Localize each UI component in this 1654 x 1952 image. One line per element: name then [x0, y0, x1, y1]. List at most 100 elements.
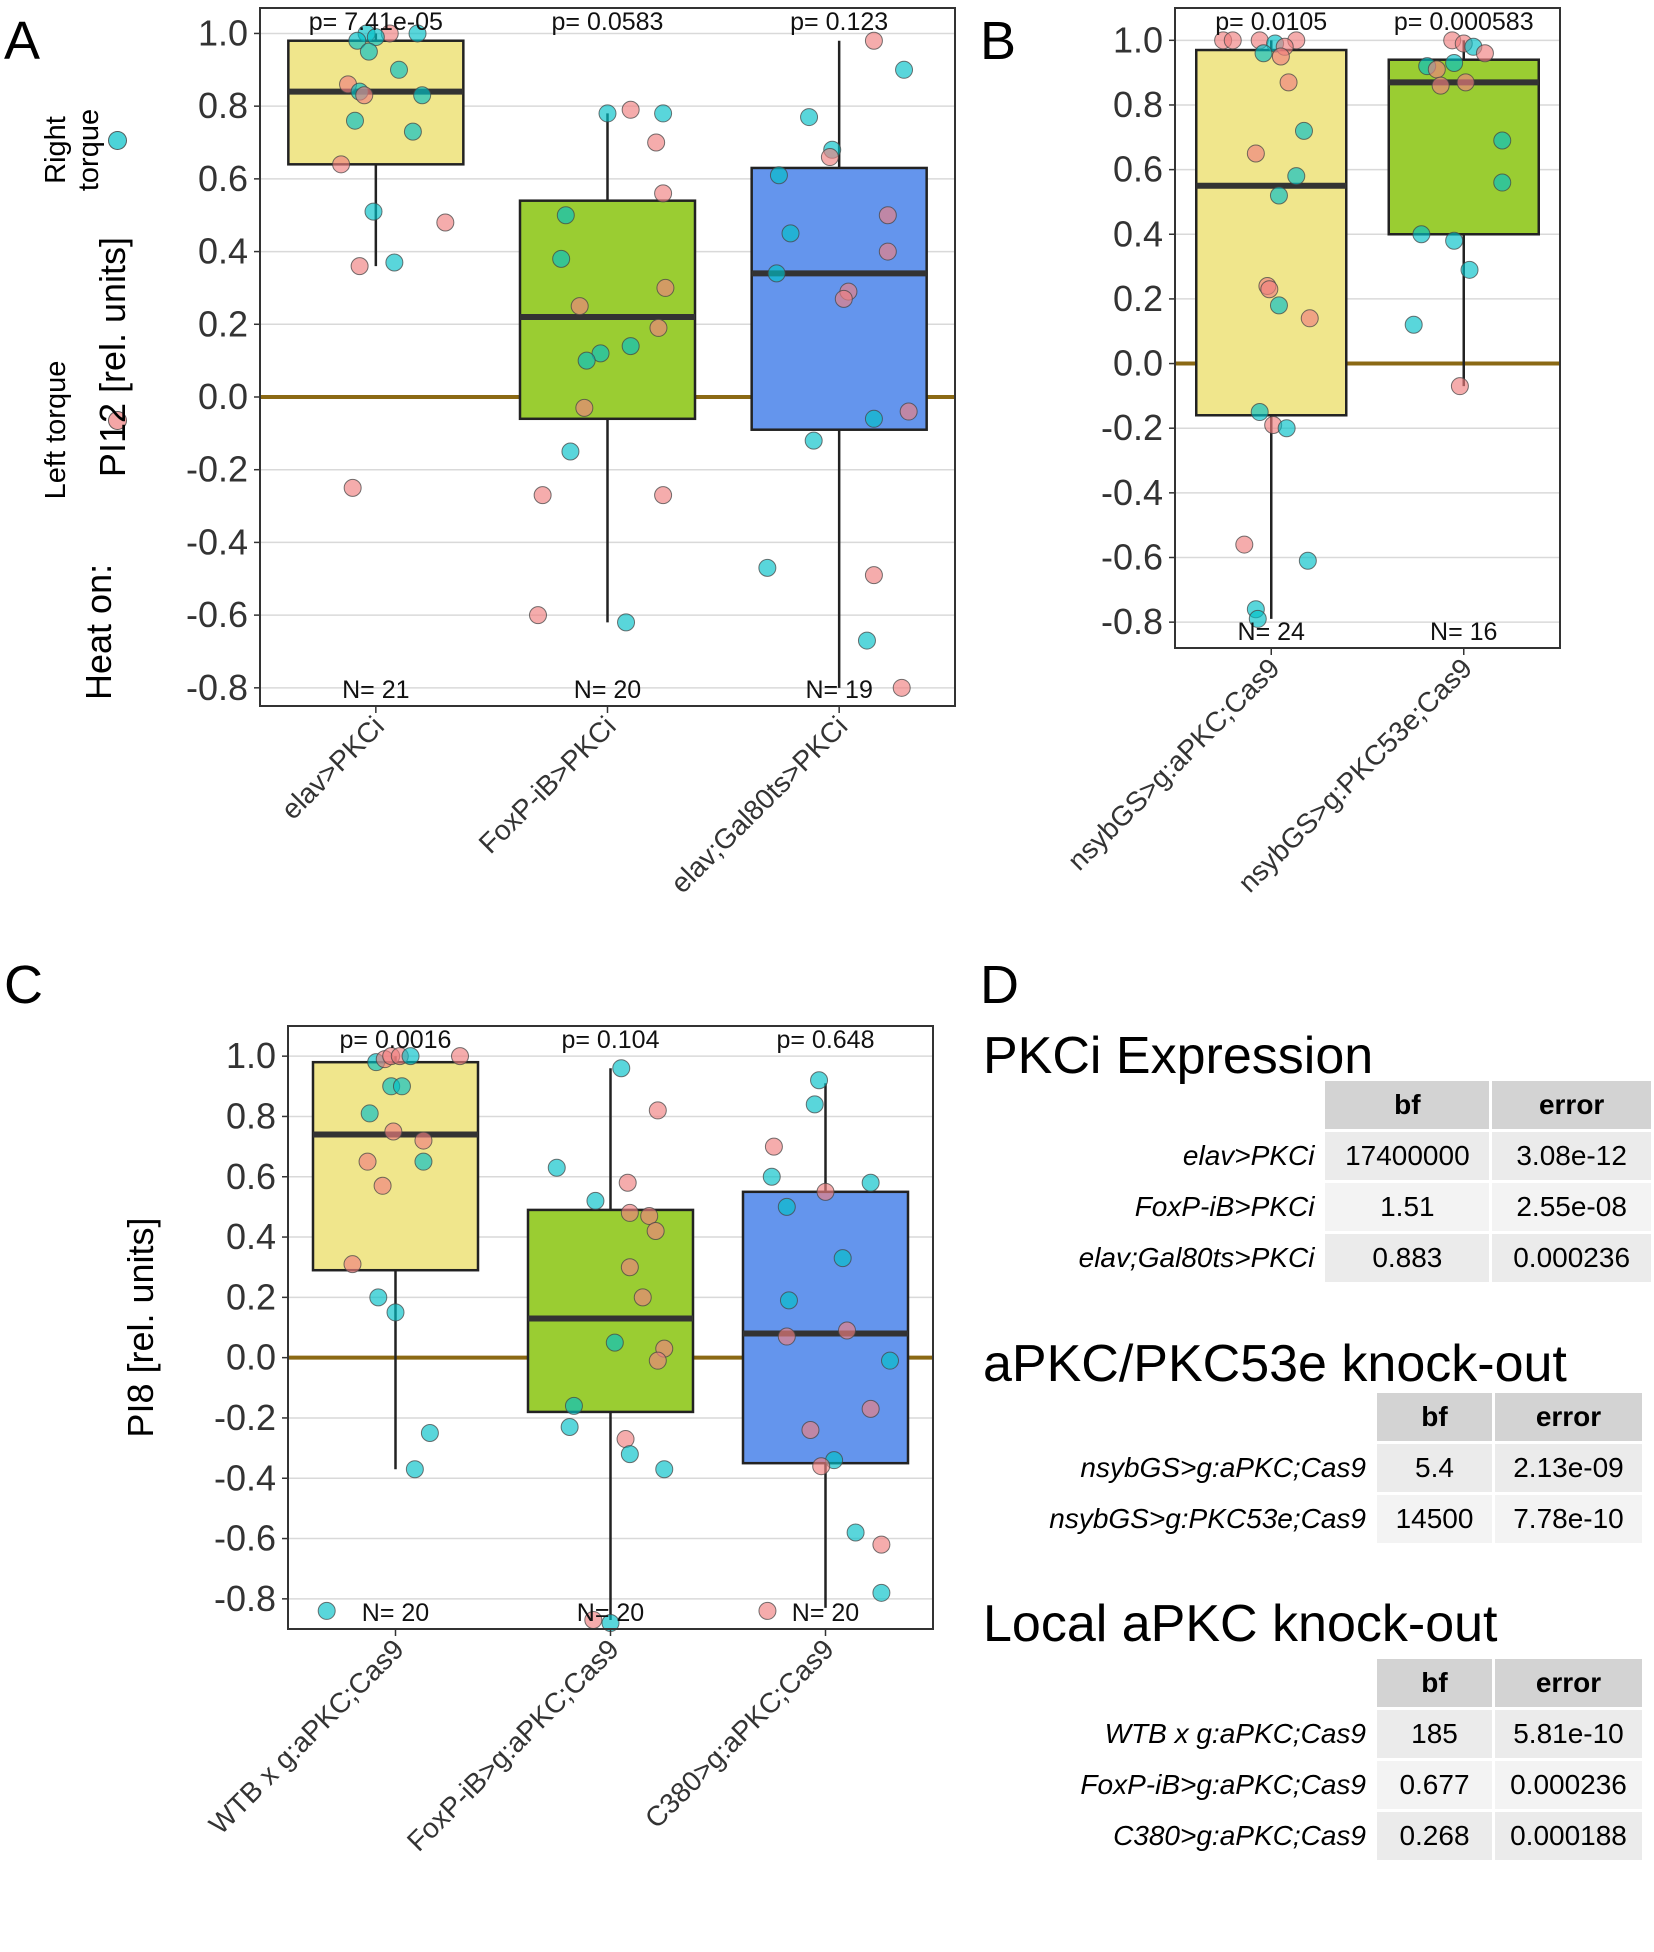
- point-right-torque: [598, 104, 617, 123]
- point-left-torque: [1260, 280, 1279, 299]
- y-tick-label: -0.4: [1101, 472, 1163, 513]
- point-left-torque: [647, 133, 666, 152]
- p-value-label: p= 0.104: [561, 1026, 659, 1054]
- n-label: N= 20: [362, 1599, 429, 1627]
- point-left-torque: [864, 566, 883, 585]
- cell-error: 3.08e-12: [1492, 1132, 1651, 1180]
- panel-letter-c: C: [4, 955, 43, 1015]
- y-tick-label: 0.0: [226, 1337, 276, 1378]
- point-right-torque: [1460, 260, 1479, 279]
- box: [311, 1060, 480, 1272]
- y-tick-label: 1.0: [198, 12, 248, 53]
- y-tick-label: 0.4: [1113, 213, 1163, 254]
- point-right-torque: [654, 104, 673, 123]
- point-right-torque: [401, 1047, 420, 1066]
- y-tick-label: 0.8: [198, 85, 248, 126]
- point-right-torque: [621, 337, 640, 356]
- point-right-torque: [317, 1601, 336, 1620]
- point-left-torque: [649, 318, 668, 337]
- point-right-torque: [1269, 296, 1288, 315]
- point-right-torque: [881, 1351, 899, 1370]
- n-label: N= 20: [792, 1599, 859, 1627]
- point-left-torque: [656, 278, 675, 297]
- point-left-torque: [801, 1421, 820, 1440]
- point-right-torque: [1269, 186, 1288, 205]
- point-left-torque: [373, 1176, 392, 1195]
- n-label: N= 19: [805, 676, 872, 704]
- x-tick-label: nsybGS>g:aPKC;Cas9: [1062, 652, 1286, 876]
- point-left-torque: [1431, 76, 1450, 95]
- y-tick-label: 0.4: [198, 231, 248, 272]
- point-right-torque: [804, 431, 823, 450]
- point-right-torque: [781, 224, 800, 243]
- point-right-torque: [617, 613, 636, 632]
- n-label: N= 16: [1430, 618, 1497, 646]
- point-left-torque: [878, 206, 897, 225]
- box: [287, 39, 465, 166]
- y-tick-label: 0.2: [226, 1276, 276, 1317]
- point-left-torque: [436, 213, 455, 232]
- point-right-torque: [1445, 231, 1464, 250]
- point-right-torque: [1250, 403, 1269, 422]
- cell-error: 5.81e-10: [1495, 1710, 1642, 1758]
- point-left-torque: [812, 1457, 831, 1476]
- point-right-torque: [577, 351, 596, 370]
- point-left-torque: [816, 1182, 835, 1201]
- point-right-torque: [390, 60, 408, 79]
- point-right-torque: [769, 166, 788, 185]
- point-right-torque: [1404, 315, 1423, 334]
- y-tick-label: -0.6: [1101, 536, 1163, 577]
- point-left-torque: [1279, 73, 1298, 92]
- y-tick-label: 0.0: [198, 376, 248, 417]
- point-right-torque: [762, 1167, 781, 1186]
- p-value-label: p= 0.0105: [1215, 8, 1327, 36]
- panel-letter-d: D: [980, 955, 1019, 1015]
- point-right-torque: [612, 1059, 631, 1078]
- point-right-torque: [561, 442, 580, 461]
- col-header-error: error: [1495, 1393, 1642, 1441]
- table-title-pkci: PKCi Expression: [983, 1027, 1374, 1085]
- point-left-torque: [355, 86, 374, 105]
- point-right-torque: [1493, 131, 1512, 150]
- point-left-torque: [633, 1288, 652, 1307]
- point-right-torque: [655, 1460, 674, 1479]
- point-right-torque: [420, 1424, 439, 1443]
- x-tick-label: C380>g:aPKC;Cas9: [639, 1633, 840, 1834]
- point-left-torque: [621, 100, 640, 119]
- point-right-torque: [872, 1583, 891, 1602]
- cell-error: 7.78e-10: [1495, 1495, 1642, 1543]
- y-tick-label: -0.4: [186, 521, 248, 562]
- point-right-torque: [564, 1396, 583, 1415]
- p-value-label: p= 0.0583: [552, 8, 664, 36]
- cell-error: 0.000236: [1495, 1761, 1642, 1809]
- chart-panel-c: 1.0 0.8 0.6 0.4 0.2 0.0 -0.2 -0.4 -0.6 -0.8 p= 0.0…: [120, 1025, 934, 1857]
- point-right-torque: [1412, 225, 1431, 244]
- point-right-torque: [857, 631, 876, 650]
- y-axis-label: PI12 [rel. units]: [92, 237, 133, 477]
- point-right-torque: [369, 1288, 388, 1307]
- point-right-torque: [366, 28, 385, 47]
- cell-bf: 5.4: [1377, 1444, 1492, 1492]
- x-tick-label: elav;Gal80ts>PKCi: [665, 710, 854, 899]
- y-axis-label: PI8 [rel. units]: [120, 1217, 161, 1437]
- table-pkci: bf error elav>PKCi 17400000 3.08e-12 Fox…: [1005, 1078, 1654, 1285]
- point-left-torque: [1475, 44, 1494, 63]
- point-right-torque: [405, 1460, 424, 1479]
- x-tick-label: FoxP-iB>g:aPKC;Cas9: [401, 1633, 625, 1857]
- point-left-torque: [777, 1327, 796, 1346]
- point-left-torque: [864, 31, 883, 50]
- point-right-torque: [779, 1291, 798, 1310]
- plot-border: [1174, 7, 1561, 649]
- point-left-torque: [758, 1601, 777, 1620]
- x-tick-label: elav>PKCi: [275, 710, 390, 825]
- point-right-torque: [1248, 609, 1267, 628]
- point-left-torque: [350, 257, 369, 276]
- y-tick-label: -0.8: [186, 667, 248, 708]
- point-right-torque: [360, 1104, 379, 1123]
- point-left-torque: [1456, 73, 1475, 92]
- point-right-torque: [385, 253, 404, 272]
- panel-letter-a: A: [4, 11, 41, 71]
- box: [1195, 48, 1348, 417]
- box: [741, 1190, 910, 1465]
- point-right-torque: [413, 86, 432, 105]
